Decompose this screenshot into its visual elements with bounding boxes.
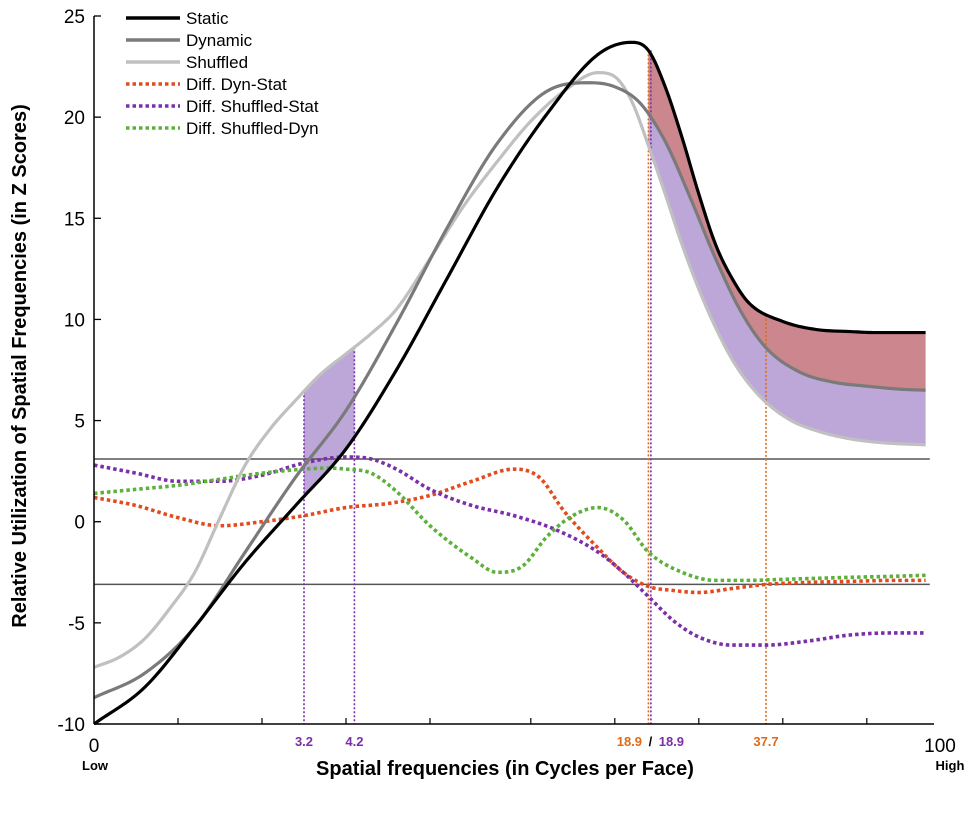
annotation-lines	[303, 50, 767, 724]
x-axis-title: Spatial frequencies (in Cycles per Face)	[316, 758, 694, 780]
y-tick-label-4: 10	[64, 310, 85, 331]
legend-label-3: Diff. Dyn-Stat	[186, 75, 287, 94]
series-line-static	[93, 40, 926, 726]
annotation-label-3: 18.9	[659, 734, 684, 749]
legend-label-2: Shuffled	[186, 53, 248, 72]
y-tick-label-5: 15	[64, 209, 85, 230]
y-tick-label-7: 25	[64, 7, 85, 28]
series-line-diff-shuffled-dyn	[93, 466, 926, 583]
series-line-diff-dyn-stat	[93, 467, 926, 595]
x-end-label-high: High	[936, 758, 965, 773]
annotation-separator: /	[649, 734, 653, 749]
y-tick-label-6: 20	[64, 108, 85, 129]
y-tick-label-0: -10	[58, 715, 85, 736]
legend-label-1: Dynamic	[186, 31, 253, 50]
legend-label-5: Diff. Shuffled-Dyn	[186, 119, 319, 138]
series-line-dynamic	[93, 81, 926, 700]
annotation-labels: 3.2 4.2 18.9 18.9 37.7 /	[295, 734, 779, 749]
shaded-region-2	[648, 113, 926, 445]
y-tick-label-3: 5	[74, 412, 85, 433]
shaded-region-0	[304, 347, 355, 497]
axes	[93, 16, 934, 725]
legend-label-0: Static	[186, 9, 229, 28]
annotation-label-4: 37.7	[753, 734, 778, 749]
series-line-diff-shuffled-stat	[93, 455, 926, 647]
annotation-label-0: 3.2	[295, 734, 313, 749]
annotation-label-1: 4.2	[345, 734, 363, 749]
annotation-label-2: 18.9	[617, 734, 642, 749]
series-line-shuffled	[93, 71, 926, 669]
legend-label-4: Diff. Shuffled-Stat	[186, 97, 319, 116]
legend: Static Dynamic Shuffled Diff. Dyn-Stat Diff.…	[126, 9, 319, 138]
x-ticks	[177, 718, 868, 724]
x-tick-label-0: 0	[89, 736, 100, 757]
x-end-label-low: Low	[82, 758, 109, 773]
y-ticks: -10 -5 0 5 10 15 20 25	[58, 7, 101, 736]
shaded-regions	[304, 50, 926, 497]
y-tick-label-1: -5	[68, 614, 85, 635]
y-tick-label-2: 0	[74, 513, 85, 534]
x-tick-label-100: 100	[924, 736, 956, 757]
y-axis-title: Relative Utilization of Spatial Frequenc…	[9, 104, 31, 627]
shaded-region-1	[648, 50, 926, 391]
series-lines	[93, 40, 926, 726]
